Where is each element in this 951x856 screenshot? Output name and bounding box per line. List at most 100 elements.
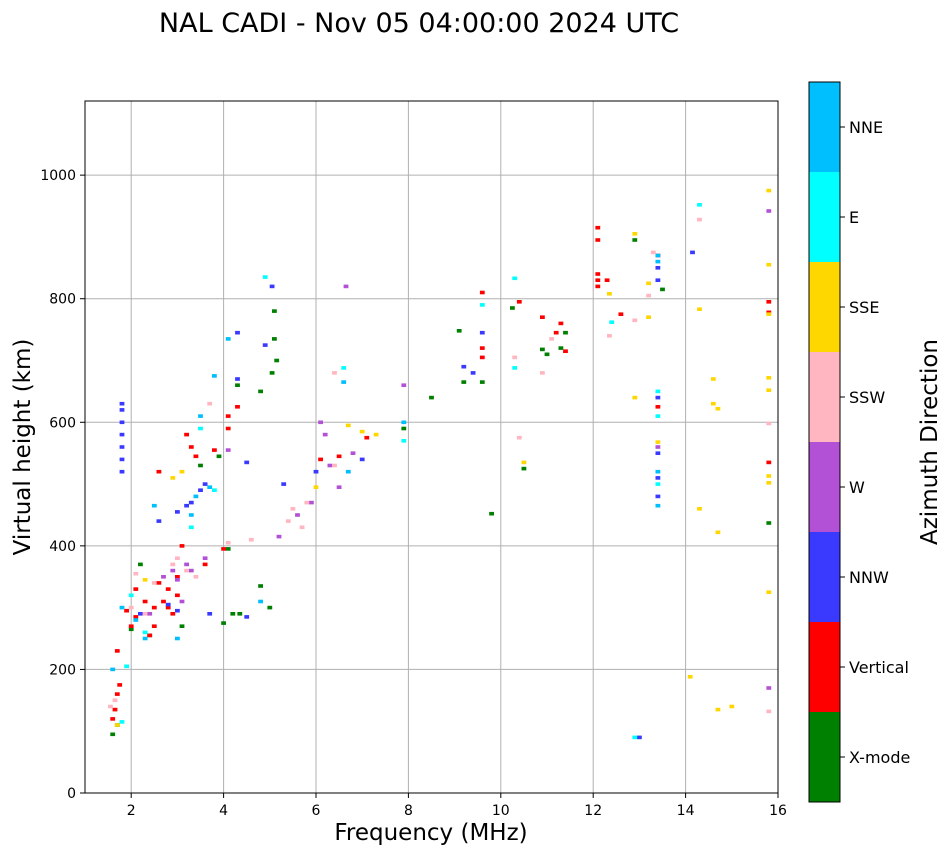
- y-tick-label: 600: [49, 415, 76, 431]
- y-axis-label: Virtual height (km): [10, 339, 36, 556]
- echo-point: [364, 435, 370, 440]
- echo-point: [110, 667, 116, 672]
- echo-point: [687, 675, 693, 679]
- echo-point: [332, 463, 337, 468]
- echo-point: [479, 380, 485, 384]
- echo-point: [489, 511, 494, 516]
- echo-point: [272, 337, 277, 341]
- echo-point: [110, 717, 116, 721]
- echo-point: [766, 310, 772, 315]
- y-tick-label: 1000: [40, 168, 76, 184]
- echo-point: [202, 482, 208, 486]
- echo-point: [119, 457, 125, 462]
- echo-point: [112, 698, 118, 703]
- echo-point: [595, 278, 601, 282]
- echo-point: [766, 709, 772, 714]
- echo-point: [766, 312, 772, 316]
- echo-point: [336, 485, 342, 489]
- echo-point: [110, 732, 116, 737]
- colorbar-segment: [809, 262, 840, 352]
- x-tick-label: 8: [404, 803, 413, 819]
- echo-point: [198, 463, 203, 468]
- echo-point: [766, 481, 772, 485]
- x-tick-label: 16: [769, 803, 787, 819]
- echo-point: [151, 605, 157, 610]
- echo-point: [207, 612, 213, 616]
- colorbar-tick-label: SSW: [849, 388, 885, 407]
- echo-point: [161, 575, 166, 579]
- echo-point: [272, 309, 277, 313]
- echo-point: [646, 315, 651, 319]
- echo-point: [510, 306, 515, 310]
- echo-point: [170, 562, 176, 567]
- echo-point: [235, 383, 240, 387]
- echo-point: [766, 388, 772, 392]
- echo-point: [607, 292, 612, 296]
- echo-point: [119, 445, 125, 449]
- echo-point: [766, 300, 772, 304]
- echo-point: [715, 406, 721, 411]
- echo-point: [345, 423, 351, 428]
- echo-point: [258, 584, 263, 588]
- echo-point: [170, 612, 176, 616]
- colorbar-label: Azimuth Direction: [917, 339, 943, 545]
- echo-point: [276, 534, 282, 539]
- echo-point: [179, 469, 185, 474]
- echo-point: [274, 358, 280, 363]
- echo-point: [729, 704, 735, 709]
- echo-point: [262, 343, 268, 347]
- echo-point: [198, 426, 203, 431]
- echo-point: [604, 278, 610, 282]
- echo-point: [299, 525, 305, 530]
- echo-point: [632, 238, 638, 242]
- echo-point: [470, 371, 476, 375]
- colorbar-tick-label: NNW: [849, 568, 889, 587]
- echo-point: [225, 541, 231, 545]
- echo-point: [607, 334, 612, 338]
- echo-point: [112, 707, 118, 712]
- echo-point: [237, 612, 243, 616]
- echo-point: [235, 377, 240, 381]
- echo-point: [225, 426, 231, 431]
- echo-point: [193, 454, 199, 459]
- echo-point: [516, 435, 522, 440]
- echo-point: [184, 503, 189, 508]
- echo-point: [655, 405, 661, 409]
- echo-point: [715, 707, 721, 712]
- echo-point: [156, 469, 162, 474]
- echo-point: [512, 366, 518, 370]
- echo-point: [456, 329, 462, 333]
- x-tick-label: 10: [492, 803, 510, 819]
- echo-point: [655, 482, 661, 486]
- echo-point: [202, 562, 208, 567]
- x-tick-label: 2: [127, 803, 136, 819]
- echo-point: [128, 605, 134, 610]
- echo-point: [179, 544, 185, 548]
- echo-point: [516, 300, 522, 304]
- echo-point: [193, 494, 199, 499]
- echo-point: [119, 432, 125, 437]
- colorbar-segment: [809, 172, 840, 262]
- echo-point: [295, 513, 300, 517]
- echo-point: [225, 547, 231, 551]
- echo-point: [128, 593, 134, 598]
- echo-point: [290, 507, 296, 511]
- echo-point: [188, 568, 194, 573]
- echo-point: [151, 503, 157, 508]
- echo-point: [184, 432, 189, 437]
- echo-point: [114, 723, 120, 727]
- echo-point: [359, 457, 365, 462]
- echo-point: [281, 482, 287, 486]
- echo-point: [184, 568, 189, 573]
- echo-point: [235, 405, 240, 409]
- chart-title: NAL CADI - Nov 05 04:00:00 2024 UTC: [159, 8, 679, 39]
- y-tick-label: 200: [49, 662, 76, 678]
- echo-point: [660, 287, 665, 292]
- x-tick-label: 14: [677, 803, 695, 819]
- echo-point: [341, 366, 347, 370]
- echo-point: [341, 380, 347, 384]
- colorbar-tick-label: NNE: [849, 118, 883, 137]
- echo-point: [207, 485, 213, 489]
- echo-point: [258, 389, 263, 394]
- echo-point: [179, 599, 185, 604]
